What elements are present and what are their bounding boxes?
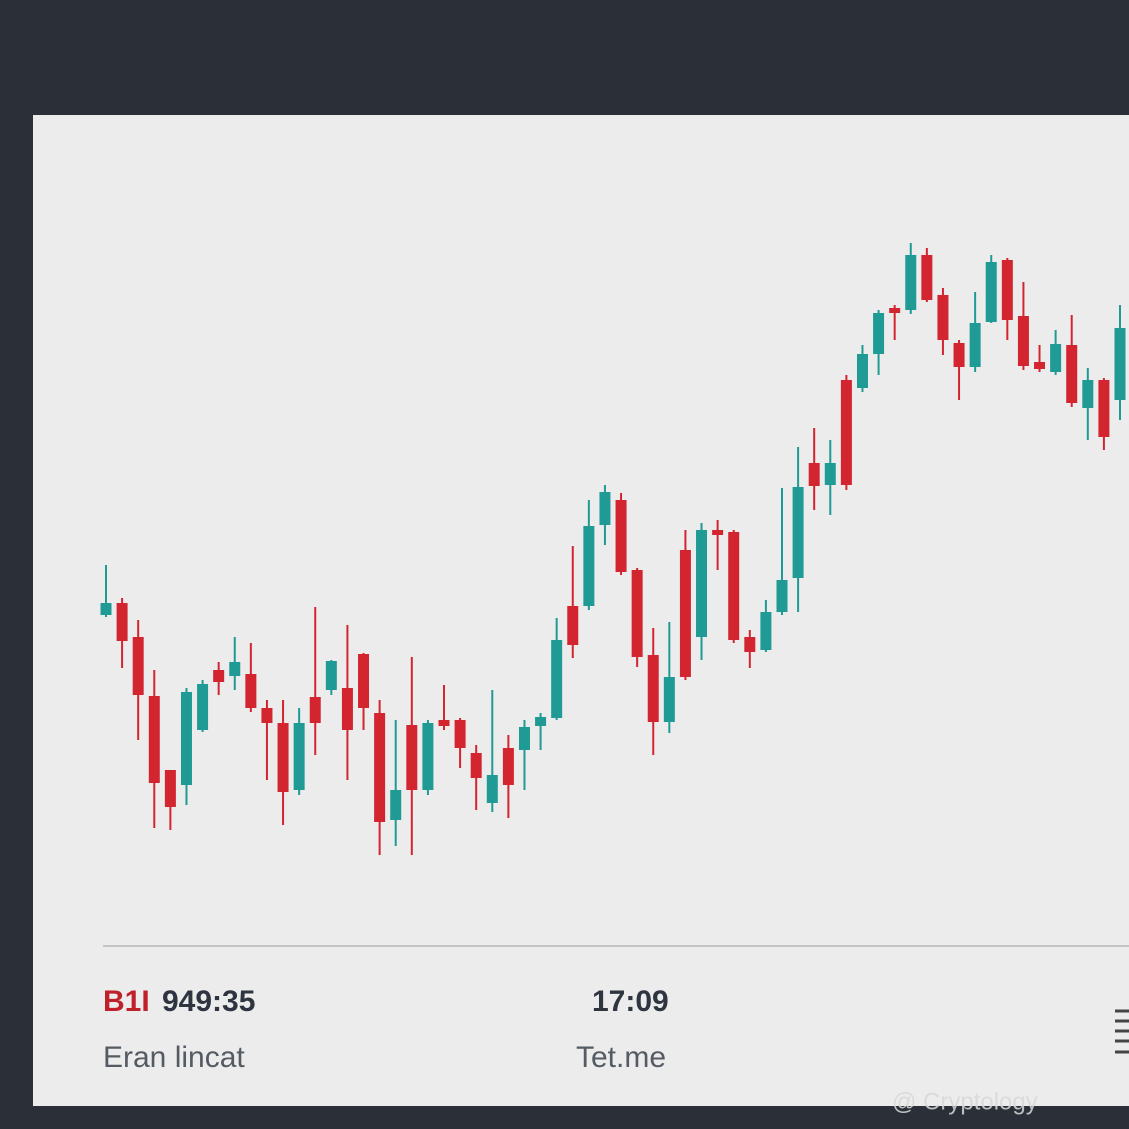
candle-body <box>132 637 144 695</box>
candle-body <box>1098 380 1110 437</box>
chart-panel <box>33 115 1129 1106</box>
candle-body <box>744 637 756 652</box>
symbol: B1I <box>103 985 150 1018</box>
candle-body <box>341 688 353 730</box>
candle-body <box>937 295 949 340</box>
candle-body <box>1050 344 1062 372</box>
candle-body <box>100 603 112 615</box>
candle-body <box>905 255 917 310</box>
candle-body <box>889 308 901 313</box>
candle-body <box>856 354 868 388</box>
candle-body <box>213 670 225 682</box>
price: 949:35 <box>162 985 255 1018</box>
candle-body <box>808 463 820 486</box>
candle-body <box>1114 328 1126 400</box>
candle-body <box>502 748 514 785</box>
candle-body <box>792 487 804 578</box>
candle-body <box>583 526 595 606</box>
candle-body <box>712 530 724 535</box>
candle-body <box>454 720 466 748</box>
candle-body <box>679 550 691 677</box>
candle-body <box>422 723 434 790</box>
candle-body <box>309 697 321 723</box>
candle-body <box>873 313 885 354</box>
candle-body <box>1082 380 1094 408</box>
candle-body <box>921 255 933 300</box>
candle-body <box>599 492 611 525</box>
candle-body <box>776 580 788 612</box>
candle-body <box>148 696 160 783</box>
candle-body <box>551 640 563 718</box>
watermark: @ Cryptology <box>892 1088 1038 1115</box>
candle-body <box>277 723 289 792</box>
candle-body <box>1017 316 1029 366</box>
candle-body <box>486 775 498 803</box>
candle-body <box>197 684 209 730</box>
candle-body <box>969 323 981 367</box>
candle-body <box>406 725 418 790</box>
candle-body <box>728 532 740 640</box>
candle-body <box>164 770 176 807</box>
candle-body <box>518 727 530 750</box>
candle-body <box>229 662 241 676</box>
candle-body <box>390 790 402 820</box>
candle-body <box>438 720 450 726</box>
candle-body <box>760 612 772 650</box>
candle-body <box>116 603 128 641</box>
candle-body <box>374 713 386 822</box>
label: Tet.me <box>576 1041 666 1074</box>
candle-body <box>180 692 192 785</box>
candle-body <box>325 661 337 690</box>
candle-body <box>615 500 627 572</box>
menu-icon[interactable] <box>1115 1009 1129 1054</box>
candle-body <box>985 262 997 322</box>
candle-body <box>953 343 965 367</box>
candle-body <box>358 654 370 708</box>
candle-body <box>647 655 659 722</box>
candle-body <box>840 380 852 485</box>
candle-body <box>470 753 482 778</box>
candle-body <box>631 570 643 657</box>
candle-body <box>824 463 836 485</box>
candle-body <box>245 674 257 708</box>
label: Eran lincat <box>103 1041 245 1074</box>
candle-body <box>696 530 708 637</box>
time: 17:09 <box>592 985 669 1018</box>
candle-body <box>261 708 273 723</box>
candle-body <box>663 677 675 722</box>
candle-body <box>567 606 579 645</box>
candle-body <box>293 723 305 790</box>
candle-body <box>1066 345 1078 403</box>
candle-body <box>535 717 547 726</box>
candle-body <box>1001 260 1013 320</box>
candle-body <box>1034 362 1046 369</box>
